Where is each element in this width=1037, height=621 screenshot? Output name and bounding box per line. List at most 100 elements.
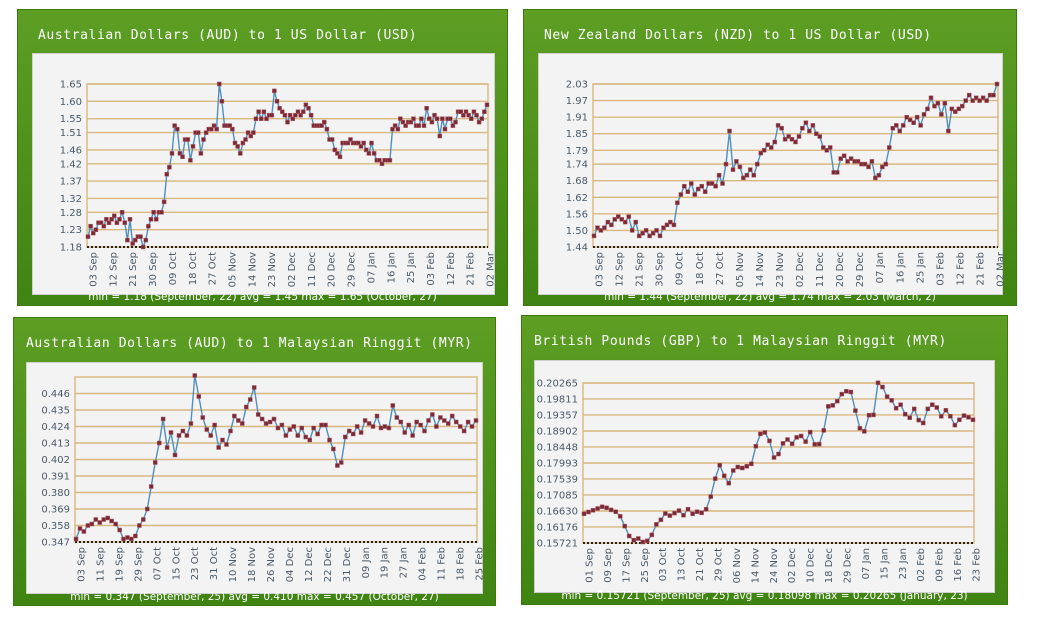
- x-tick-label: 18 Nov: [247, 547, 258, 583]
- data-point: [461, 428, 467, 434]
- x-tick-label: 29 Dec: [347, 252, 358, 287]
- data-point: [761, 148, 767, 153]
- data-point: [826, 404, 831, 409]
- data-point: [816, 441, 822, 447]
- x-tick-label: 06 Nov: [732, 548, 743, 584]
- data-point: [894, 123, 899, 128]
- data-point: [196, 130, 201, 135]
- data-point: [361, 140, 366, 146]
- data-point: [379, 161, 385, 167]
- x-tick-label: 14 Nov: [750, 548, 761, 584]
- data-point: [961, 413, 967, 418]
- data-point: [690, 511, 695, 517]
- data-point: [109, 518, 114, 524]
- x-tick-label: 07 Jan: [861, 548, 872, 579]
- data-point: [914, 114, 920, 120]
- data-point: [138, 234, 143, 239]
- data-point: [960, 103, 965, 109]
- data-point: [159, 210, 164, 215]
- data-point: [283, 433, 289, 438]
- data-point: [291, 424, 297, 429]
- x-tick-label: 09 Jan: [361, 547, 372, 578]
- y-tick-label: 2.03: [566, 80, 588, 91]
- data-point: [148, 217, 154, 222]
- data-point: [880, 384, 885, 390]
- data-point: [369, 140, 374, 146]
- data-point: [200, 415, 205, 420]
- data-point: [209, 126, 214, 132]
- y-tick-label: 0.17085: [537, 490, 578, 501]
- data-point: [228, 428, 233, 434]
- data-point: [966, 415, 971, 420]
- y-tick-label: 1.74: [566, 160, 588, 171]
- data-point: [408, 119, 414, 125]
- data-point: [814, 131, 819, 136]
- x-tick-label: 05 Nov: [227, 252, 238, 288]
- data-point: [93, 227, 99, 232]
- chart-svg: 1.18 1.23 1.28 1.32 1.37 1.42 1.46 1.51 1.55 1.60…: [60, 80, 496, 288]
- data-point: [91, 230, 96, 236]
- y-tick-label: 1.56: [566, 209, 588, 220]
- data-point: [89, 521, 95, 527]
- x-tick-label: 21 Oct: [695, 548, 706, 581]
- plot-area: 1.44 1.50 1.56 1.62 1.68 1.74 1.79 1.85 1.91 1.97…: [538, 53, 1005, 295]
- data-point: [678, 192, 684, 197]
- data-point: [323, 422, 328, 428]
- data-point: [461, 112, 466, 118]
- data-point: [114, 220, 120, 225]
- data-point: [167, 164, 172, 170]
- data-point: [366, 151, 372, 156]
- data-point: [771, 455, 777, 460]
- x-tick-label: 03 Sep: [77, 547, 88, 582]
- data-point: [934, 405, 940, 410]
- data-point: [255, 412, 261, 417]
- data-point: [113, 521, 118, 527]
- data-point: [897, 128, 902, 134]
- data-point: [904, 114, 909, 120]
- data-point: [672, 510, 677, 516]
- x-tick-label: 07 Jan: [875, 252, 886, 283]
- data-point: [712, 476, 718, 481]
- data-point: [970, 417, 976, 423]
- data-point: [817, 134, 823, 139]
- data-point: [85, 523, 91, 528]
- data-point: [448, 116, 453, 121]
- data-point: [604, 505, 609, 511]
- data-point: [731, 468, 736, 473]
- data-point: [453, 419, 459, 425]
- chart-title: Australian Dollars (AUD) to 1 US Dollar …: [38, 28, 418, 43]
- y-tick-label: 1.37: [60, 177, 82, 188]
- data-point: [650, 230, 656, 236]
- data-point: [869, 159, 875, 164]
- data-point: [434, 116, 440, 121]
- data-point: [175, 126, 180, 132]
- data-point: [873, 175, 878, 181]
- x-tick-label: 02 Mar: [996, 251, 1005, 287]
- data-point: [81, 529, 87, 534]
- y-tick-label: 1.65: [60, 80, 82, 91]
- data-point: [449, 413, 455, 419]
- data-point: [293, 112, 298, 118]
- data-point: [953, 109, 958, 114]
- data-point: [442, 126, 448, 132]
- data-point: [636, 233, 642, 239]
- data-point: [390, 403, 396, 408]
- data-point: [682, 183, 687, 189]
- data-point: [201, 137, 206, 142]
- data-point: [386, 425, 392, 431]
- data-point: [129, 536, 134, 542]
- data-point: [235, 144, 240, 149]
- x-tick-label: 02 Feb: [916, 548, 927, 582]
- x-tick-label: 12 Dec: [304, 547, 315, 582]
- data-point: [148, 484, 154, 489]
- data-point: [343, 434, 348, 440]
- data-point: [730, 167, 736, 172]
- data-point: [119, 210, 125, 215]
- data-point: [636, 536, 641, 541]
- data-point: [744, 172, 750, 178]
- x-tick-label: 11 Dec: [307, 252, 318, 287]
- data-point: [137, 523, 142, 528]
- x-tick-label: 23 Jan: [898, 548, 909, 579]
- data-point: [963, 98, 968, 103]
- data-point: [232, 413, 237, 419]
